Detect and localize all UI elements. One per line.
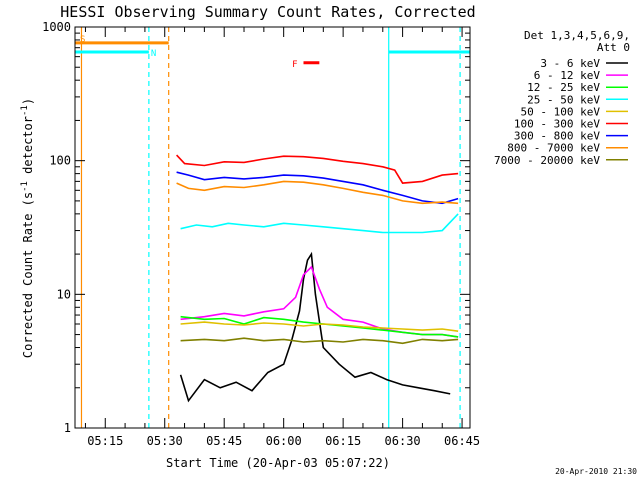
generation-timestamp: 20-Apr-2010 21:30: [555, 467, 637, 476]
series-line-800-7000-keV-kev: [176, 180, 459, 205]
legend-label: 3 - 6 keV: [540, 57, 600, 70]
series-line-300-800-keV-kev: [176, 171, 459, 205]
y-axis: 1 10 100 1000: [42, 20, 470, 435]
series-line-6-12-keV-kev: [180, 265, 459, 338]
series-line-50-100-keV-kev: [180, 321, 459, 332]
x-axis: 05:15 05:30 05:45 06:00 06:15 06:30 06:45: [84, 27, 480, 448]
x-tick-label: 05:15: [87, 434, 123, 448]
legend-label: 12 - 25 keV: [527, 81, 600, 94]
x-axis-label: Start Time (20-Apr-03 05:07:22): [166, 456, 390, 470]
legend-label: 6 - 12 keV: [534, 69, 601, 82]
y-axis-label: Corrected Count Rate (s-1 detector-1): [20, 98, 35, 358]
x-tick-label: 06:30: [385, 434, 421, 448]
x-tick-label: 06:00: [266, 434, 302, 448]
legend-label: 7000 - 20000 keV: [494, 154, 600, 167]
flag-label-F: F: [292, 60, 297, 70]
legend-label: 300 - 800 keV: [514, 130, 600, 143]
flag-label-N: N: [151, 49, 156, 59]
series-line-25-50-keV-kev: [180, 213, 459, 234]
legend-label: 100 - 300 keV: [514, 118, 600, 131]
x-tick-label: 06:15: [325, 434, 361, 448]
legend-label: 25 - 50 keV: [527, 93, 600, 106]
legend-header-attenuator: Att 0: [597, 41, 630, 54]
y-tick-label: 100: [49, 154, 71, 168]
series-line-100-300-keV-kev: [176, 154, 459, 184]
y-tick-label: 1000: [42, 20, 71, 34]
legend-label: 800 - 7000 keV: [507, 142, 600, 155]
legend-header-detectors: Det 1,3,4,5,6,9,: [524, 29, 630, 42]
legend-label: 50 - 100 keV: [521, 105, 601, 118]
plot-frame: [74, 26, 471, 429]
x-tick-label: 05:45: [206, 434, 242, 448]
y-tick-label: 1: [64, 421, 71, 435]
series-line-7000-20000-keV-kev: [180, 337, 459, 345]
flag-label-S: S: [80, 35, 85, 45]
y-tick-label: 10: [57, 287, 71, 301]
x-tick-label: 06:45: [444, 434, 480, 448]
chart-title: HESSI Observing Summary Count Rates, Cor…: [60, 3, 475, 21]
plot-area: S N F: [75, 27, 470, 428]
series-line-3-6-keV-kev: [179, 251, 451, 403]
x-tick-label: 05:30: [147, 434, 183, 448]
